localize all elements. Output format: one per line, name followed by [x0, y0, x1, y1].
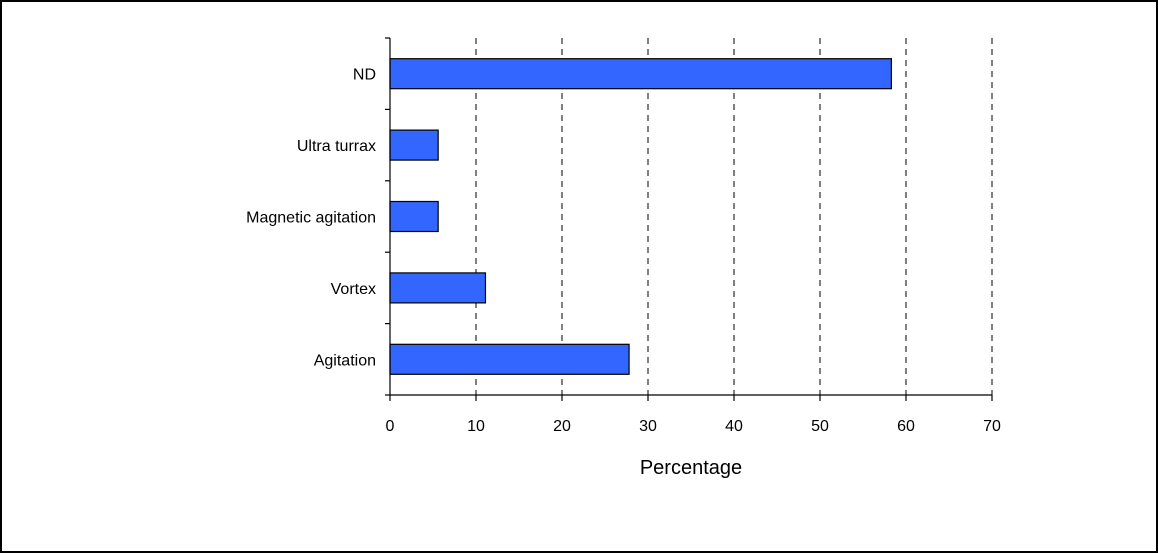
x-tick-label: 70	[983, 418, 1001, 435]
category-label: Agitation	[314, 352, 376, 369]
bar-agitation	[389, 343, 630, 375]
category-labels: ND Ultra turrax Magnetic agitation Vortex Ag…	[246, 67, 376, 370]
x-axis-title: Percentage	[640, 457, 742, 479]
bars	[389, 58, 892, 375]
bar-vortex	[389, 272, 487, 304]
category-label: Vortex	[331, 281, 376, 298]
x-tick-labels: 0 10 20 30 40 50 60 70	[386, 418, 1001, 435]
bar-magnetic-agitation	[389, 200, 439, 233]
bar-nd	[389, 58, 892, 90]
x-tick-label: 60	[897, 418, 915, 435]
category-label: ND	[353, 67, 376, 84]
x-tick-label: 20	[553, 418, 571, 435]
x-tick-label: 0	[386, 418, 395, 435]
bar-ultra-turrax	[389, 129, 439, 161]
x-tick-label: 30	[639, 418, 657, 435]
x-tick-label: 40	[725, 418, 743, 435]
x-tick-label: 10	[467, 418, 485, 435]
axes	[385, 37, 993, 401]
category-label: Magnetic agitation	[246, 210, 376, 227]
category-label: Ultra turrax	[297, 138, 376, 155]
x-tick-label: 50	[811, 418, 829, 435]
gridlines	[475, 38, 993, 395]
